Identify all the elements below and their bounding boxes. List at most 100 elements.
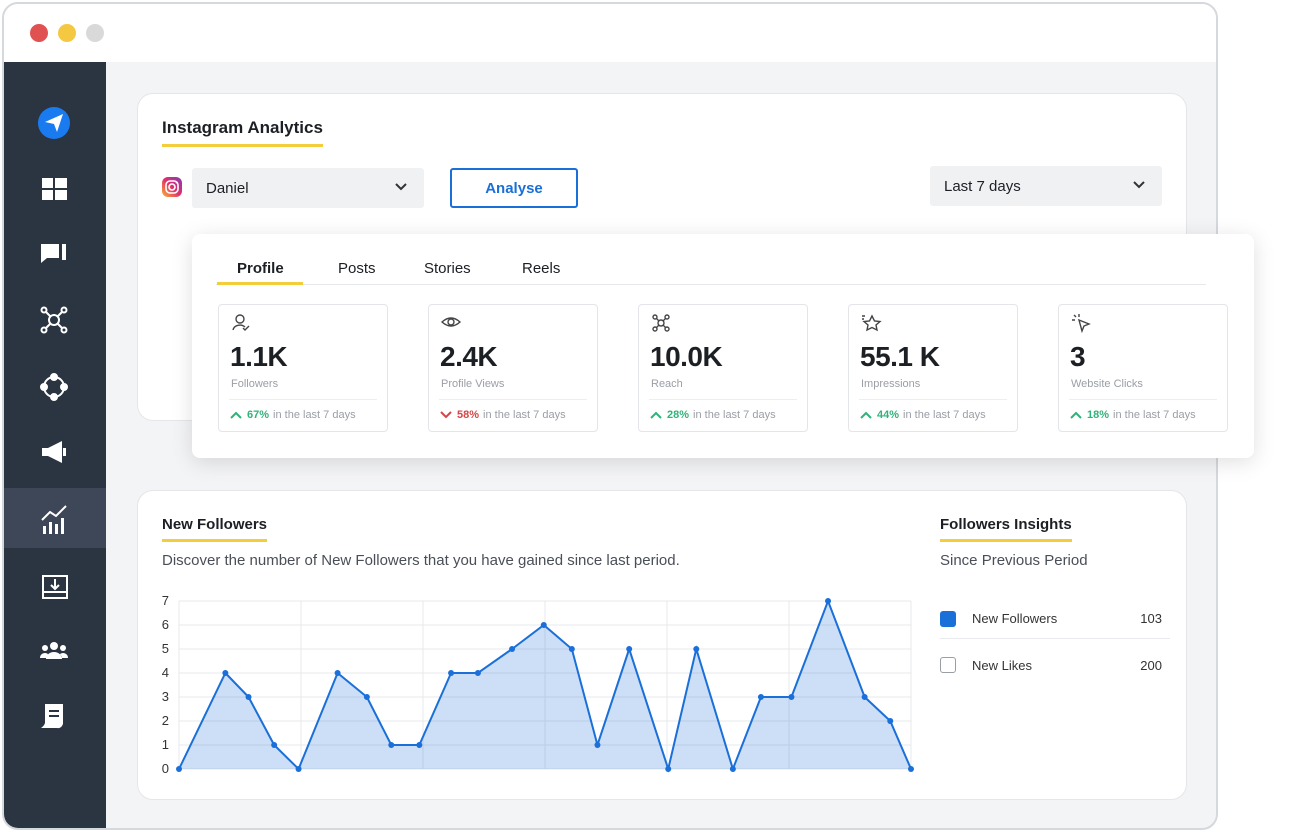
point [295,766,302,772]
account-select[interactable]: Daniel [192,168,424,208]
trend-change: 58% [457,409,480,421]
y-tick-label: 2 [162,713,169,728]
stat-value: 3 [1070,341,1086,372]
legend-row: New Followers 103 [940,599,1170,639]
point [693,646,700,652]
dashboard-icon[interactable] [42,178,67,200]
stat-value: 1.1K [230,341,288,372]
checkbox[interactable] [940,657,956,673]
trend-note: in the last 7 days [693,409,776,421]
trend-arrow [650,411,662,419]
checkbox[interactable] [940,610,956,627]
chart-title: New Followers [162,516,268,542]
reports-icon[interactable] [41,704,63,729]
title-bar [4,4,1216,62]
area [179,601,911,769]
point [245,694,252,700]
stat-divider [649,399,797,400]
y-tick-label: 7 [162,593,169,608]
stat-divider [439,399,587,400]
stat-label: Website Clicks [1071,378,1143,390]
stat-trend: 44% in the last 7 days [859,409,986,421]
point [665,766,672,772]
trend-arrow [440,411,452,419]
point [363,694,370,700]
chevron [395,183,407,191]
instagram-icon [162,177,182,197]
stat-label: Reach [651,378,683,390]
stat-card: 55.1 K Impressions 44% in the last 7 days [848,304,1018,432]
point [222,670,229,676]
point [594,742,601,748]
inbox-icon[interactable] [42,575,68,599]
point [448,670,455,676]
minimize-button[interactable] [58,24,76,42]
point [861,694,868,700]
stat-icon [862,314,882,332]
stat-icon [441,317,462,327]
maximize-button[interactable] [86,24,104,42]
trend-arrow [230,411,242,419]
tab[interactable]: Posts [338,260,376,277]
network-icon[interactable] [40,306,68,334]
y-tick-label: 5 [162,641,169,656]
point [825,598,832,604]
stat-label: Profile Views [441,378,505,390]
stat-value: 2.4K [440,341,498,372]
trend-note: in the last 7 days [273,409,356,421]
active-tab-underline [217,282,303,285]
stat-icon [652,314,670,332]
point [271,742,278,748]
tab[interactable]: Profile [237,260,284,277]
trend-note: in the last 7 days [903,409,986,421]
stat-card: 10.0K Reach 28% in the last 7 days [638,304,808,432]
stat-card: 2.4K Profile Views 58% in the last 7 days [428,304,598,432]
nav-icons [38,107,70,729]
close-button[interactable] [30,24,48,42]
trend-arrow [1070,411,1082,419]
point [388,742,395,748]
stat-trend: 67% in the last 7 days [229,409,356,421]
stat-card: 3 Website Clicks 18% in the last 7 days [1058,304,1228,432]
point [626,646,633,652]
stat-trend: 28% in the last 7 days [649,409,776,421]
social-icon[interactable] [40,373,68,401]
campaign-icon[interactable] [42,441,66,463]
point [334,670,341,676]
stat-value: 10.0K [650,341,723,372]
stat-divider [859,399,1007,400]
y-tick-label: 3 [162,689,169,704]
stat-trend: 58% in the last 7 days [439,409,566,421]
point [908,766,914,772]
analytics-icon[interactable] [41,505,67,534]
legend-name: New Followers [972,611,1058,626]
tab[interactable]: Stories [424,260,471,277]
active-nav-bg [4,488,106,548]
tab[interactable]: Reels [522,260,561,277]
trend-change: 44% [877,409,900,421]
messages-icon[interactable] [41,244,66,263]
point [729,766,736,772]
stat-divider [1069,399,1217,400]
y-tick-label: 6 [162,617,169,632]
chart-subtitle: Discover the number of New Followers tha… [162,552,680,569]
trend-note: in the last 7 days [483,409,566,421]
team-icon[interactable] [40,642,68,659]
y-tick-label: 1 [162,737,169,752]
point [757,694,764,700]
stat-icon [1072,314,1091,333]
trend-change: 28% [667,409,690,421]
legend-name: New Likes [972,657,1032,673]
analyse-button[interactable]: Analyse [450,168,578,208]
tab-divider [216,284,1206,285]
point [176,766,182,772]
logo-icon[interactable] [38,107,70,139]
stat-label: Followers [231,378,279,390]
y-tick-label: 4 [162,665,169,680]
trend-note: in the last 7 days [1113,409,1196,421]
period-select[interactable]: Last 7 days [930,166,1162,206]
trend-arrow [860,411,872,419]
legend-value: 200 [1140,657,1162,673]
point [474,670,481,676]
